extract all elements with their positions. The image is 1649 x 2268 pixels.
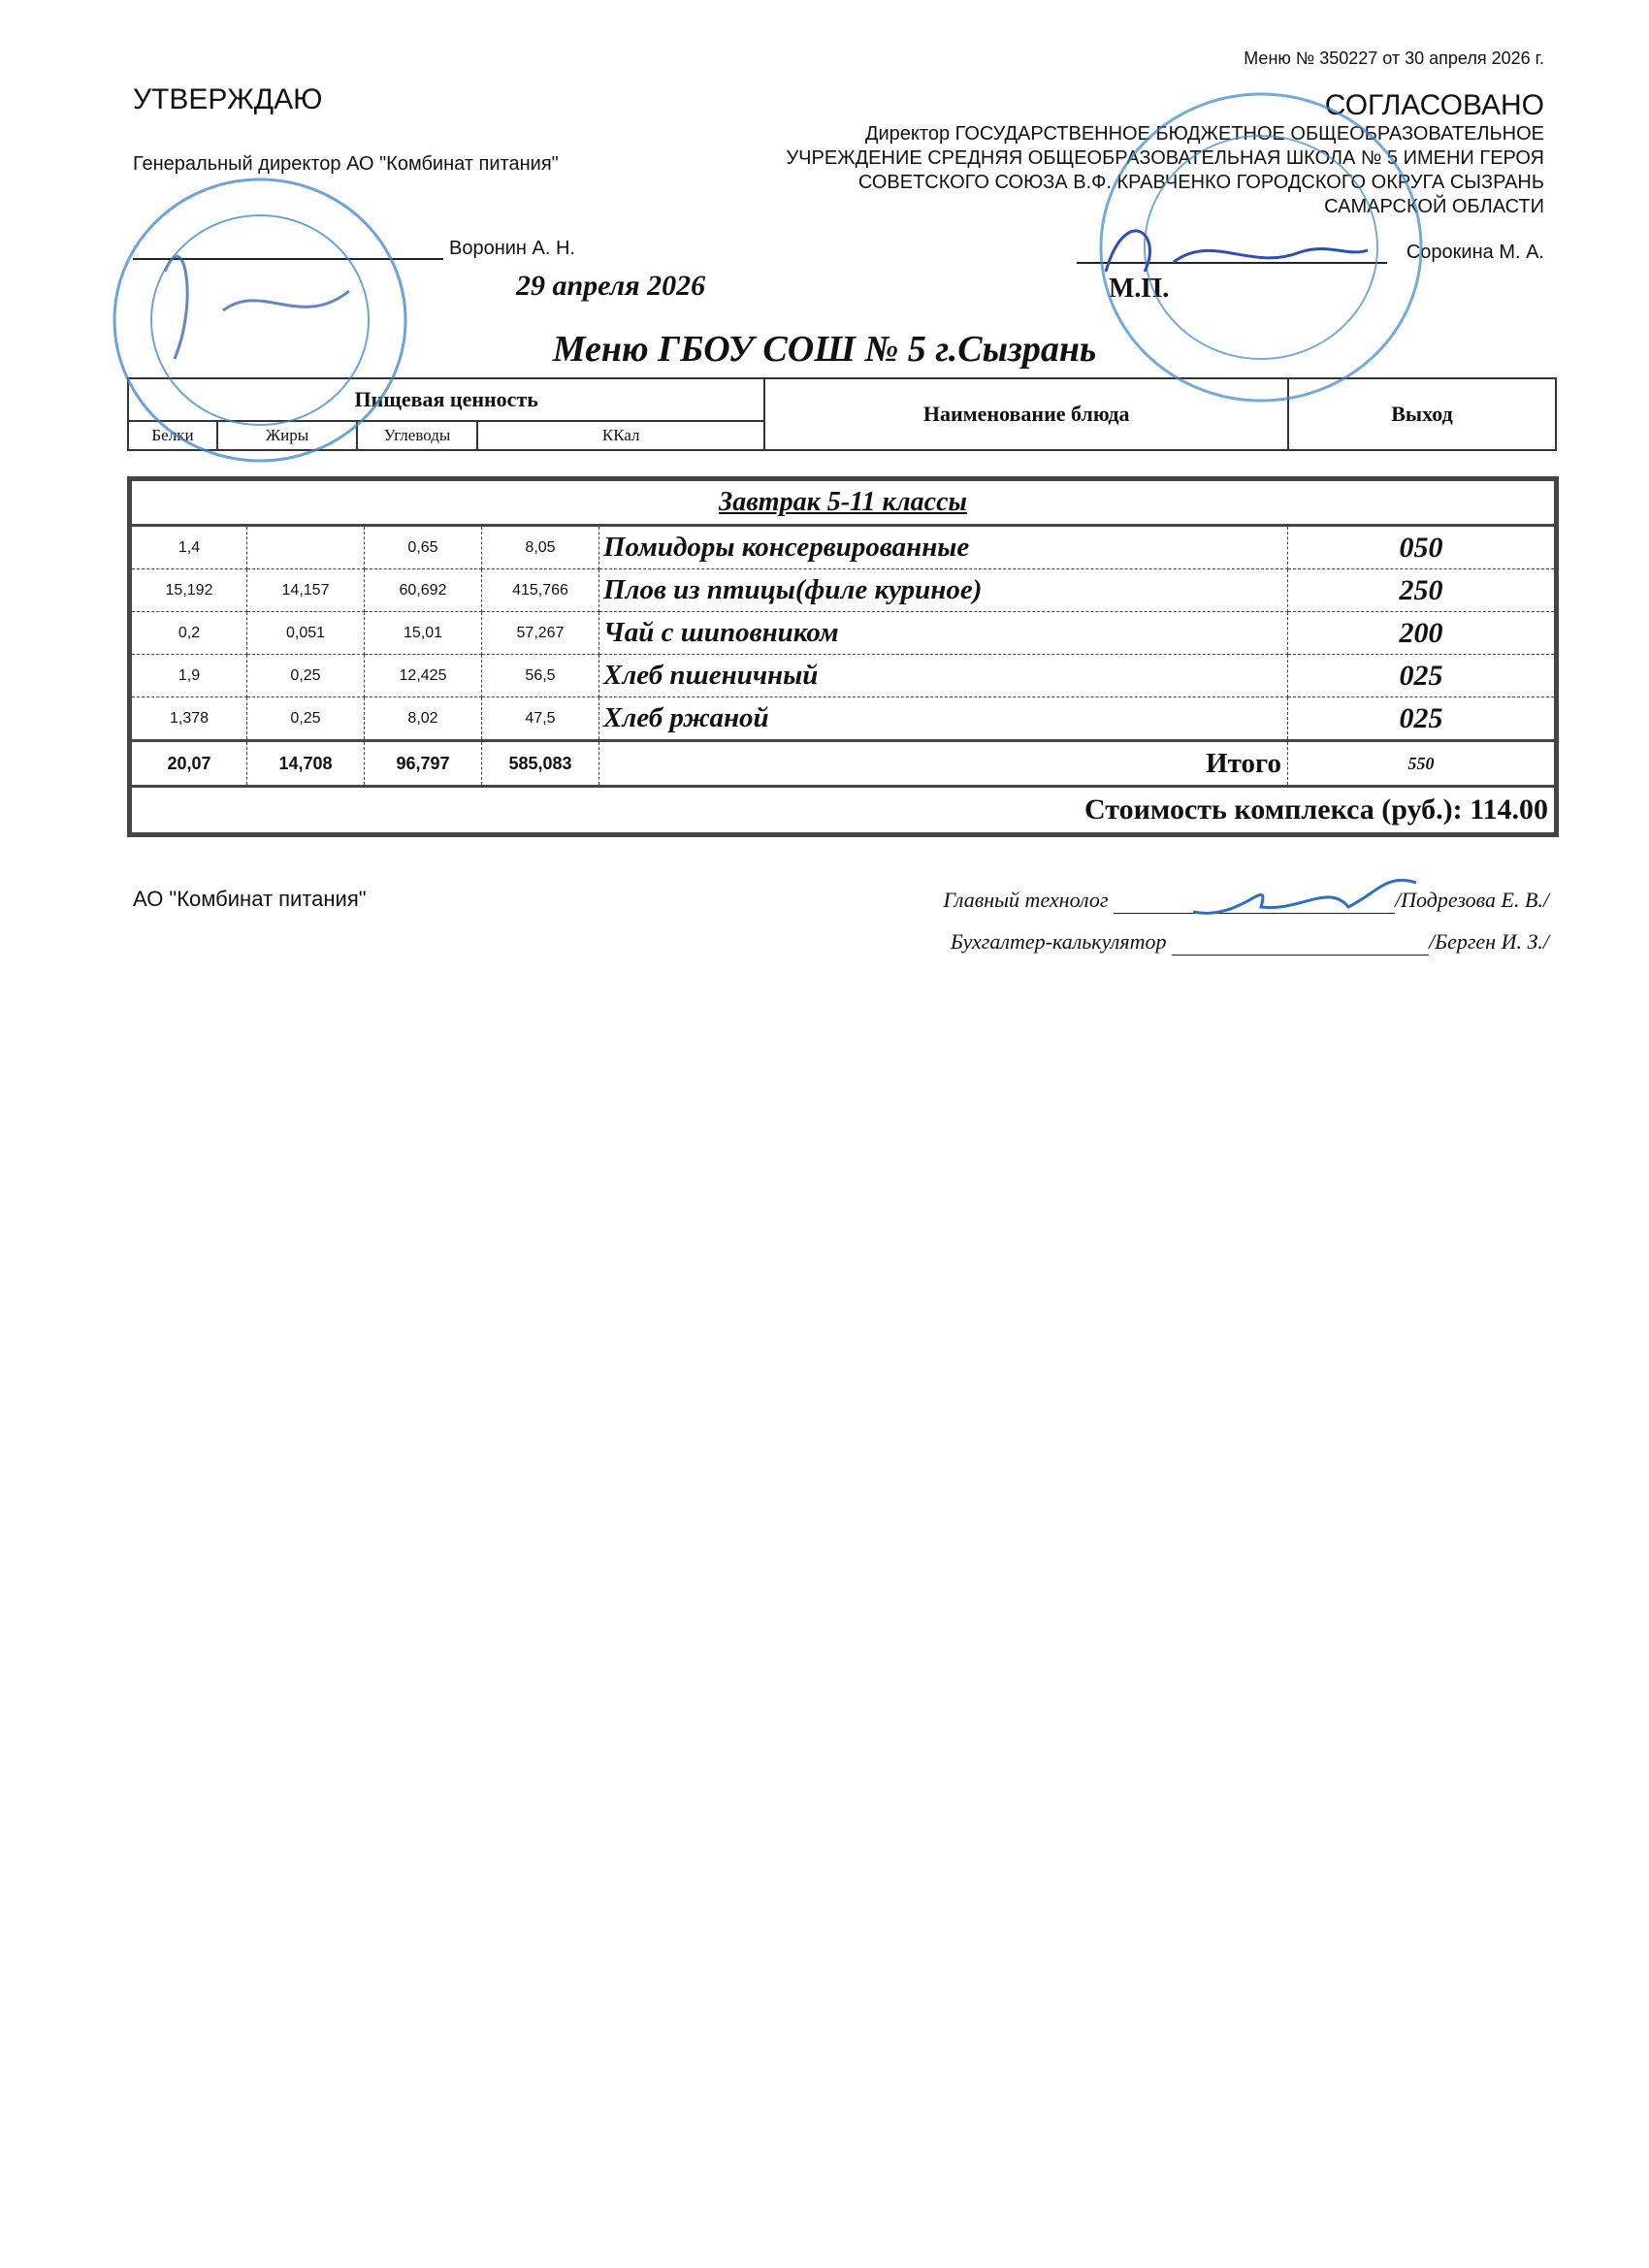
fat-cell: 14,157 <box>246 568 365 612</box>
page-title: Меню ГБОУ СОШ № 5 г.Сызрань <box>552 329 1097 370</box>
table-row: 0,2 0,051 15,01 57,267 Чай с шиповником 200 <box>129 611 1557 655</box>
dish-name: Плов из птицы(филе куриное) <box>598 568 1288 612</box>
kcal-cell: 47,5 <box>481 697 599 741</box>
agreed-position-line: САМАРСКОЙ ОБЛАСТИ <box>1324 196 1544 217</box>
fat-cell <box>246 525 365 569</box>
carbs-cell: 12,425 <box>364 654 482 697</box>
agreed-name: Сорокина М. А. <box>1406 242 1544 263</box>
table-row: 1,378 0,25 8,02 47,5 Хлеб ржаной 025 <box>129 697 1557 741</box>
protein-cell: 1,4 <box>129 525 247 569</box>
technologist-name: /Подрезова Е. В./ <box>1395 888 1549 912</box>
agreed-label: СОГЛАСОВАНО <box>1324 89 1544 121</box>
total-protein: 20,07 <box>129 739 247 788</box>
signature-line <box>133 258 443 260</box>
kcal-cell: 56,5 <box>481 654 599 697</box>
carbs-cell: 0,65 <box>364 525 482 569</box>
protein-cell: 15,192 <box>129 568 247 612</box>
fat-cell: 0,25 <box>246 697 365 741</box>
total-carbs: 96,797 <box>364 739 482 788</box>
approve-name: Воронин А. Н. <box>449 238 575 259</box>
table-row: 1,4 0,65 8,05 Помидоры консервированные 050 <box>129 525 1557 569</box>
fat-cell: 0,051 <box>246 611 365 655</box>
nutrition-header: Пищевая ценность <box>126 377 766 422</box>
approve-position: Генеральный директор АО "Комбинат питани… <box>133 153 559 175</box>
carbs-cell: 60,692 <box>364 568 482 612</box>
accountant-name: /Берген И. З./ <box>1428 929 1549 954</box>
complex-cost: Стоимость комплекса (руб.): 114.00 <box>1084 794 1548 826</box>
agreed-position-line: УЧРЕЖДЕНИЕ СРЕДНЯЯ ОБЩЕОБРАЗОВАТЕЛЬНАЯ Ш… <box>786 147 1544 169</box>
dish-name: Чай с шиповником <box>598 611 1288 655</box>
total-fat: 14,708 <box>246 739 365 788</box>
stamp-place: М.П. <box>1109 274 1170 304</box>
technologist-label: Главный технолог <box>943 888 1109 912</box>
kcal-cell: 8,05 <box>481 525 599 569</box>
agreed-position-line: СОВЕТСКОГО СОЮЗА В.Ф. КРАВЧЕНКО ГОРОДСКО… <box>857 172 1544 193</box>
menu-number: Меню № 350227 от 30 апреля 2026 г. <box>1244 49 1544 68</box>
output-cell: 025 <box>1287 697 1557 741</box>
total-label: Итого <box>598 739 1288 788</box>
technologist-signature: Главный технолог /Подрезова Е. В./ <box>943 888 1549 914</box>
output-cell: 025 <box>1287 654 1557 697</box>
menu-table: Завтрак 5-11 классы 1,4 0,65 8,05 Помидоры … <box>127 476 1559 837</box>
total-kcal: 585,083 <box>481 739 599 788</box>
total-row: 20,07 14,708 96,797 585,083 Итого 550 <box>129 739 1557 788</box>
company-stamp <box>113 178 407 463</box>
carbs-cell: 8,02 <box>364 697 482 741</box>
approve-label: УТВЕРЖДАЮ <box>133 83 323 115</box>
dish-name: Хлеб пшеничный <box>598 654 1288 697</box>
output-cell: 250 <box>1287 568 1557 612</box>
total-output: 550 <box>1287 739 1557 788</box>
approve-date: 29 апреля 2026 <box>516 270 706 302</box>
output-header: Выход <box>1287 377 1557 451</box>
kcal-cell: 57,267 <box>481 611 599 655</box>
signature-line <box>1077 262 1387 264</box>
fat-cell: 0,25 <box>246 654 365 697</box>
accountant-signature: Бухгалтер-калькулятор /Берген И. З./ <box>951 929 1549 956</box>
kcal-cell: 415,766 <box>481 568 599 612</box>
dish-name: Хлеб ржаной <box>598 697 1288 741</box>
school-stamp <box>1099 92 1423 403</box>
footer-company: АО "Комбинат питания" <box>133 887 367 911</box>
table-row: 1,9 0,25 12,425 56,5 Хлеб пшеничный 025 <box>129 654 1557 697</box>
carbs-header: Углеводы <box>356 420 478 451</box>
output-cell: 050 <box>1287 525 1557 569</box>
protein-cell: 0,2 <box>129 611 247 655</box>
protein-cell: 1,378 <box>129 697 247 741</box>
protein-cell: 1,9 <box>129 654 247 697</box>
kcal-header: ККал <box>475 420 766 451</box>
carbs-cell: 15,01 <box>364 611 482 655</box>
accountant-label: Бухгалтер-калькулятор <box>950 929 1167 954</box>
section-title: Завтрак 5-11 классы <box>129 478 1557 527</box>
dish-name: Помидоры консервированные <box>598 525 1288 569</box>
table-row: 15,192 14,157 60,692 415,766 Плов из птицы(ф… <box>129 568 1557 612</box>
technologist-signature-mark <box>1192 878 1417 915</box>
output-cell: 200 <box>1287 611 1557 655</box>
